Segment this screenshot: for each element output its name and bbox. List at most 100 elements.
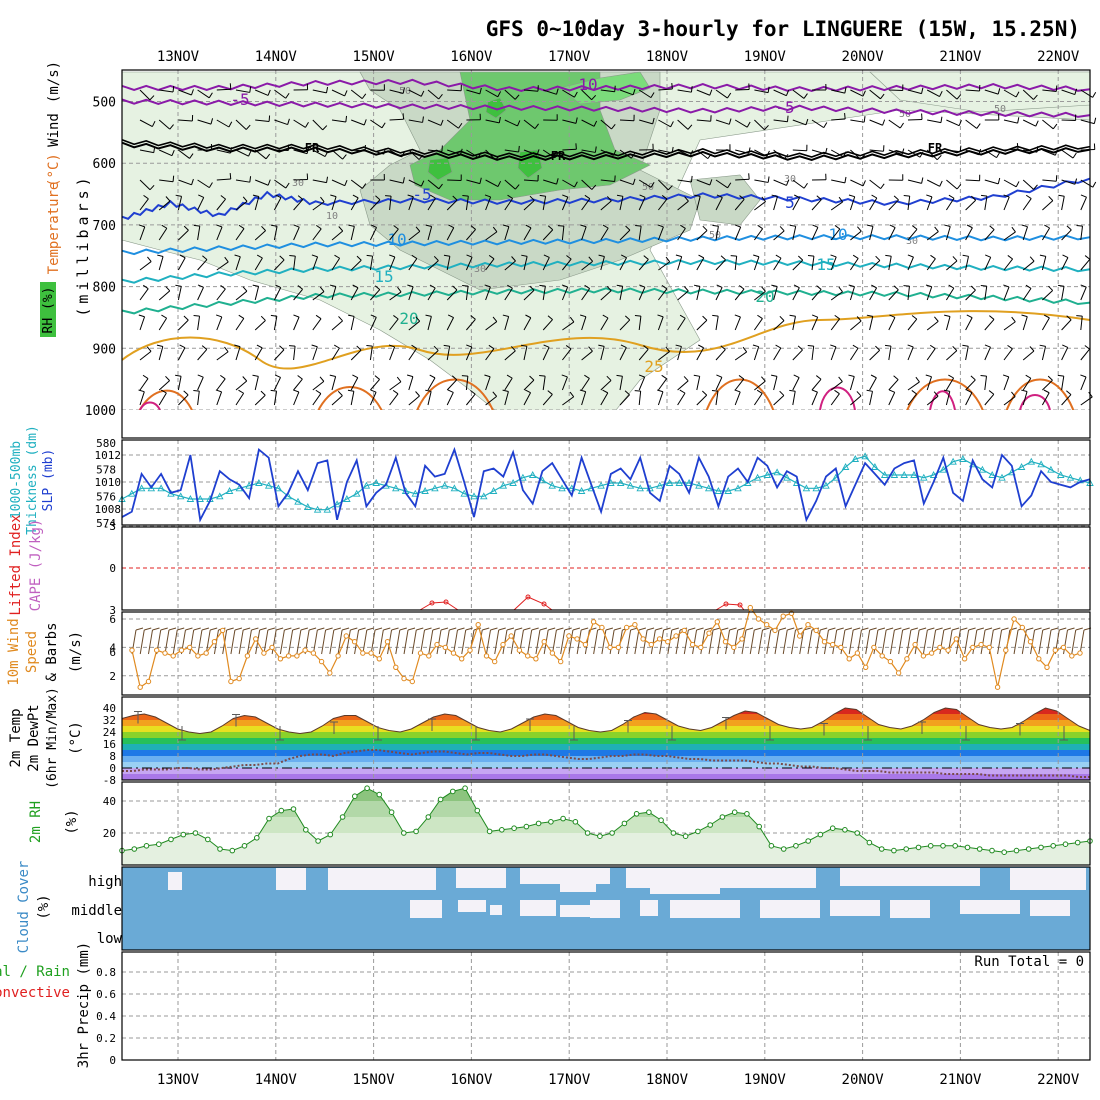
wind-barb-flag [370,389,377,393]
upper-wind-barb [677,224,686,241]
upper-wind-unit: (m/s) [46,61,62,103]
wind-barb-staff [139,179,151,191]
wind-barb-staff [139,149,154,154]
rh2m-marker [1001,849,1008,856]
wind-barb-flag [1080,374,1087,378]
wind-barb-flag [198,194,204,198]
lifted-index-marker [541,601,547,607]
wind-barb-staff [850,230,862,241]
wind-speed-marker [945,647,951,653]
wind-barb-flag [793,284,800,289]
surface-barb-flag [1075,627,1083,631]
upper-wind-barb [443,344,451,361]
wind-barb-flag [1033,184,1038,190]
wind-barb-staff [370,119,383,129]
wind-barb-flag [753,254,760,258]
wind-barb-staff [216,198,226,211]
wind-barb-flag [934,316,939,322]
surface-wind-barb [568,627,581,655]
wind-barb-flag [492,226,498,233]
wind-barb-flag [980,194,988,197]
upper-wind-barb [638,374,646,391]
wind-barb-staff [1061,319,1072,331]
upper-wind-barb [753,224,764,241]
wind-barb-flag [459,148,463,155]
surface-wind-barb [914,627,927,655]
wind-barb-staff [542,196,547,211]
upper-wind-barb [1057,374,1065,391]
upper-wind-barb [1021,314,1028,331]
wind-barb-flag [447,389,454,393]
wind-barb-flag [484,284,491,288]
wind-barb-flag [165,286,171,292]
wind-barb-flag [1066,390,1072,395]
upper-wind-barb [466,177,482,185]
wind-barb-staff [331,149,343,160]
wind-barb-flag [639,284,646,288]
wind-barb-staff [177,257,186,271]
upper-wind-barb [907,113,923,121]
upper-wind-barb [1022,89,1038,100]
surface-barb-flag [762,627,770,631]
wind-speed-marker [549,650,556,656]
upper-wind-barb [850,226,862,241]
wind-barb-staff [273,377,281,391]
wind-barb-flag [889,389,895,393]
wind-barb-staff [619,319,631,331]
wind-barb-staff [677,346,682,361]
surface-barb-flag [424,627,432,631]
wind-barb-staff [504,89,516,100]
upper-wind-barb [447,84,462,92]
upper-wind-barb [946,89,962,100]
wind-barb-flag [997,88,1001,95]
rh2m-marker [682,833,689,840]
wind-barb-staff [254,286,260,301]
upper-wind-barb [907,225,918,241]
wind-barb-flag [345,115,348,123]
rh2m-marker [633,811,640,817]
upper-wind-barb [984,390,995,406]
wind-barb-staff [427,391,432,406]
wind-barb-staff [197,179,210,189]
wind-barb-flag [573,91,578,98]
upper-wind-barb [581,256,594,271]
thickness-marker [626,481,635,489]
wind-barb-flag [667,185,673,191]
upper-wind-barb [542,315,553,331]
wind-barb-flag [138,224,145,228]
wind-barb-flag [687,124,693,130]
surface-barb-flag [638,627,646,631]
wind-barb-flag [293,314,300,318]
upper-wind-barb [1022,284,1032,301]
wind-barb-staff [485,149,496,161]
wind-barb-flag [171,149,175,156]
wind-barb-staff [754,201,766,211]
wind-barb-flag [860,154,866,160]
surface-barb-flag [201,627,210,631]
wind-barb-flag [502,389,509,392]
wind-barb-flag [616,374,623,377]
top-date-label: 16NOV [450,49,493,65]
wind-barb-staff [446,379,458,391]
wind-barb-flag [650,181,655,188]
upper-wind-barb [370,119,386,129]
wind-barb-staff [293,316,300,331]
wind-barb-flag [220,195,226,200]
upper-wind-barb [350,374,359,391]
wind-barb-staff [389,381,402,391]
wind-barb-flag [433,345,439,351]
upper-wind-barb [273,374,281,391]
surface-barb-flag [317,627,325,631]
wind-barb-staff [446,256,451,271]
wind-barb-staff [178,319,189,331]
upper-wind-barb [139,179,155,191]
wind-barb-flag [657,389,664,393]
wind-speed-marker [648,641,654,648]
wind-barb-flag [1036,146,1039,153]
wind-barb-staff [1061,229,1072,241]
wind-barb-staff [1023,149,1038,153]
upper-wind-barb [216,83,232,91]
upper-wind-barb [754,196,766,211]
wind-barb-staff [312,89,327,94]
wind-barb-staff [177,196,183,211]
